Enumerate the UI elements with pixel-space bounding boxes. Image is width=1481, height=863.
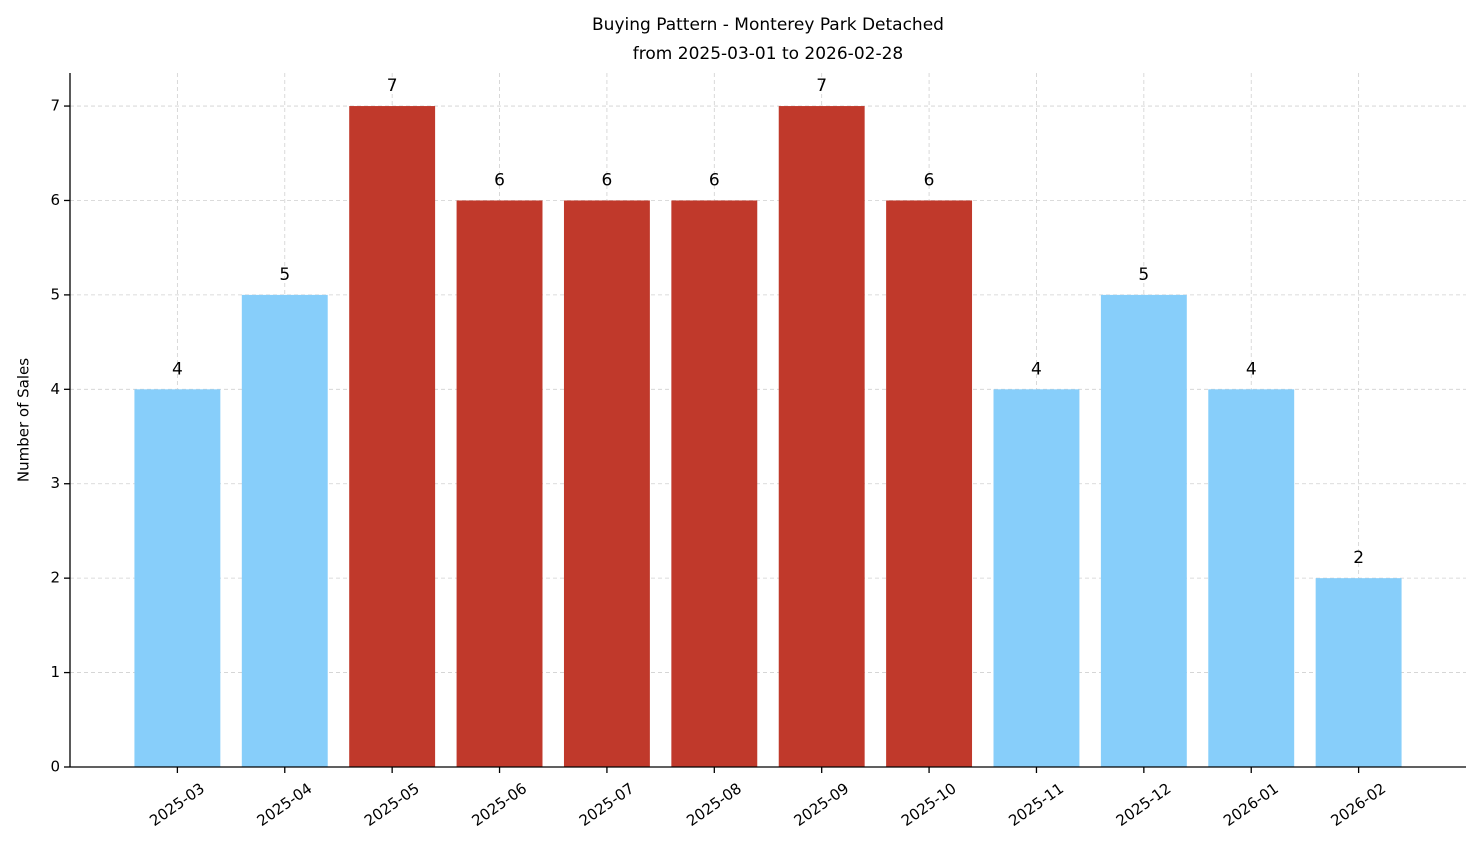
bar xyxy=(1100,294,1187,767)
chart-subtitle: from 2025-03-01 to 2026-02-28 xyxy=(633,44,903,64)
data-label: 5 xyxy=(279,265,290,285)
data-label: 6 xyxy=(602,170,613,190)
data-label: 4 xyxy=(172,359,183,379)
x-tick-label: 2025-08 xyxy=(683,779,745,830)
data-label: 2 xyxy=(1353,548,1364,568)
x-tick-label: 2025-09 xyxy=(791,779,853,830)
bar xyxy=(993,389,1080,767)
bar xyxy=(349,106,436,768)
bar xyxy=(886,200,973,768)
x-tick-label: 2026-01 xyxy=(1220,779,1282,830)
x-tick-label: 2025-04 xyxy=(254,779,316,830)
bar xyxy=(456,200,543,768)
x-tick-label: 2025-11 xyxy=(1005,779,1067,830)
data-label: 6 xyxy=(494,170,505,190)
y-tick-label: 6 xyxy=(50,191,60,209)
data-label: 7 xyxy=(816,76,827,96)
y-tick-label: 4 xyxy=(50,380,60,398)
x-tick-label: 2026-02 xyxy=(1327,779,1389,830)
bar xyxy=(1208,389,1295,767)
data-label: 5 xyxy=(1138,265,1149,285)
bar xyxy=(563,200,650,768)
bar xyxy=(241,294,328,767)
data-label: 6 xyxy=(709,170,720,190)
x-tick-label: 2025-07 xyxy=(576,779,638,830)
data-label: 4 xyxy=(1031,359,1042,379)
x-tick-label: 2025-06 xyxy=(468,779,530,830)
bar xyxy=(1315,578,1402,767)
x-tick-label: 2025-05 xyxy=(361,779,423,830)
y-tick-label: 5 xyxy=(50,285,60,303)
y-tick-label: 1 xyxy=(50,663,60,681)
x-tick-label: 2025-12 xyxy=(1113,779,1175,830)
data-label: 4 xyxy=(1246,359,1257,379)
y-tick-label: 0 xyxy=(50,758,60,776)
y-tick-label: 7 xyxy=(50,97,60,115)
y-tick-label: 2 xyxy=(50,569,60,587)
x-tick-label: 2025-10 xyxy=(898,779,960,830)
x-tick-label: 2025-03 xyxy=(146,779,208,830)
bar xyxy=(671,200,758,768)
data-label: 7 xyxy=(387,76,398,96)
bar xyxy=(778,106,865,768)
y-axis-label: Number of Sales xyxy=(15,358,33,482)
y-tick-label: 3 xyxy=(50,474,60,492)
data-label: 6 xyxy=(924,170,935,190)
chart-title: Buying Pattern - Monterey Park Detached xyxy=(592,15,944,35)
bar xyxy=(134,389,221,767)
